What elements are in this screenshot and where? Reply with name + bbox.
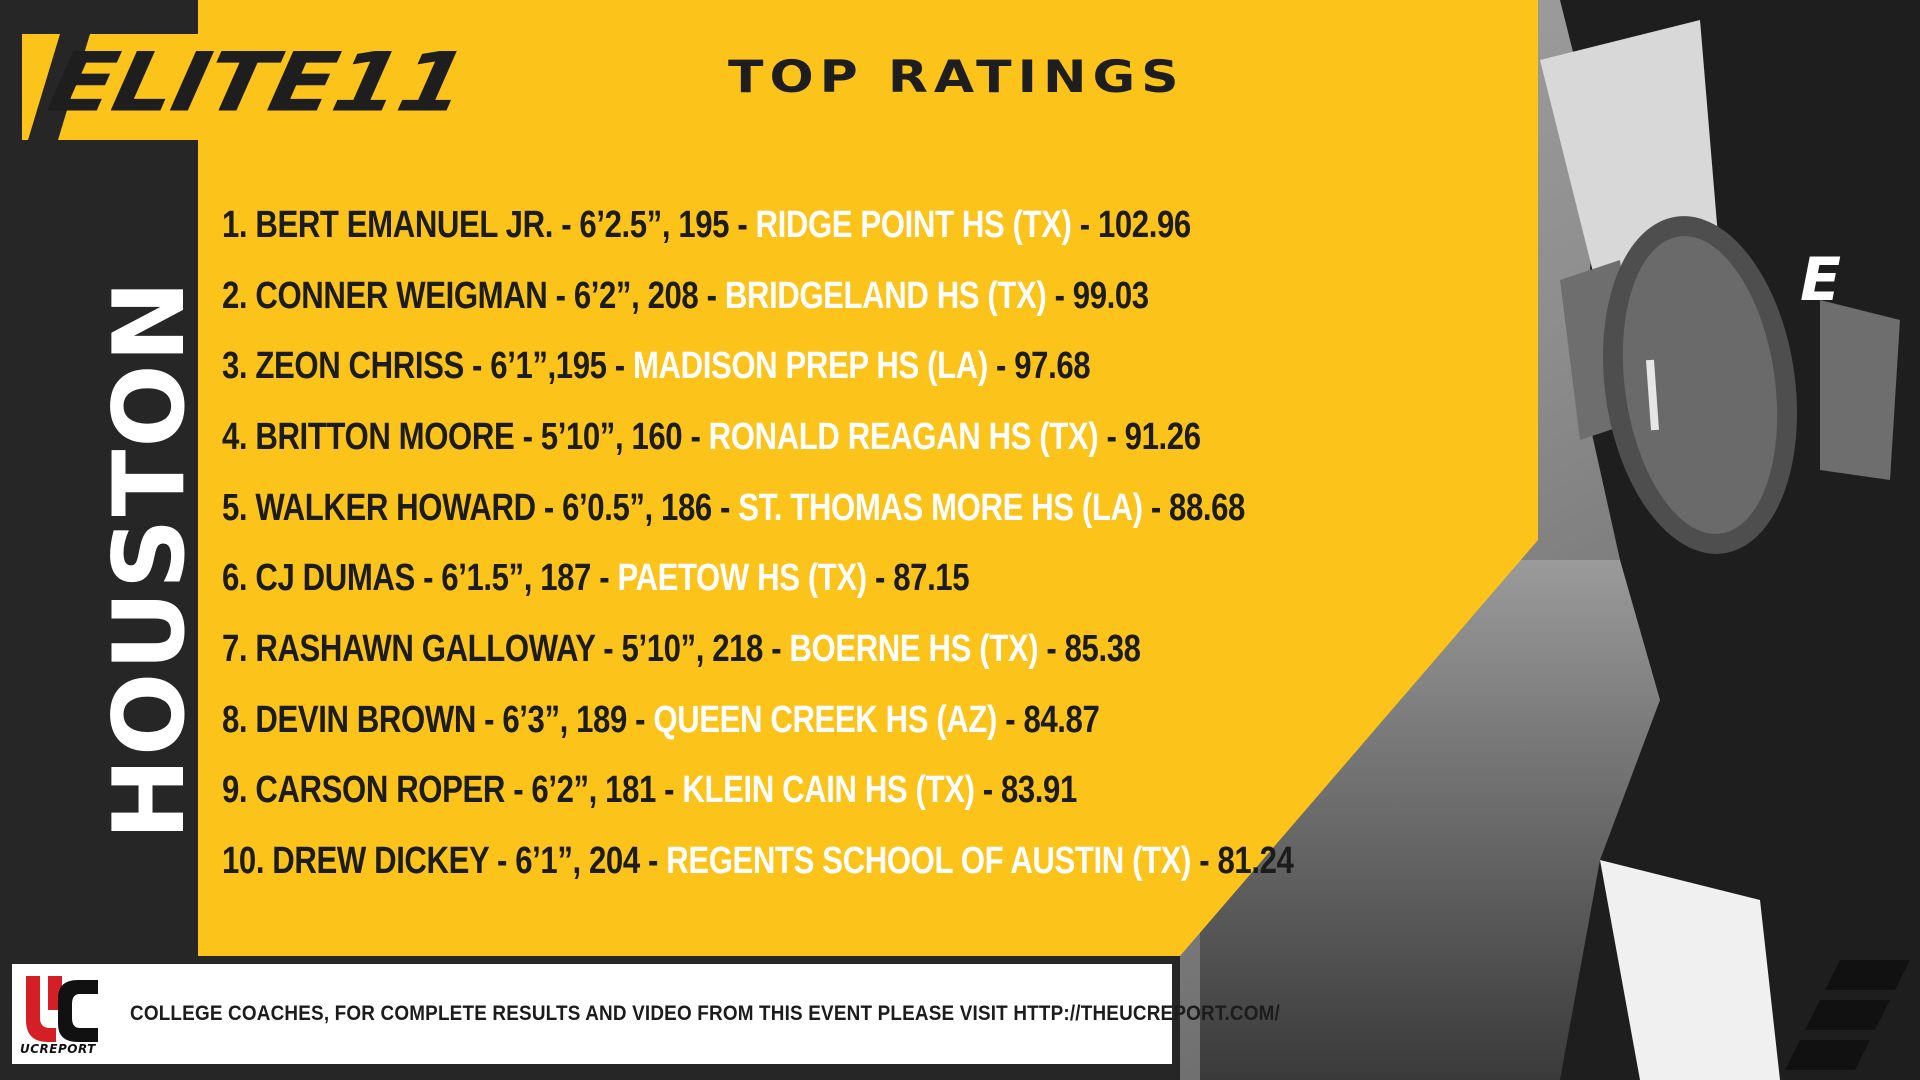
city-label: HOUSTON <box>93 278 207 840</box>
svg-text:E: E <box>1800 245 1841 315</box>
player-school: MADISON PREP HS (LA) <box>632 345 988 388</box>
player-info: ZEON CHRISS - 6’1”,195 - <box>255 345 633 388</box>
player-score: - 85.38 <box>1038 627 1141 670</box>
rating-rank: 7. <box>222 627 248 670</box>
player-school: KLEIN CAIN HS (TX) <box>682 769 975 812</box>
player-info: BERT EMANUEL JR. - 6’2.5”, 195 - <box>255 203 756 246</box>
rating-row: 2. CONNER WEIGMAN - 6’2”, 208 - BRIDGELAN… <box>222 261 1149 332</box>
player-school: QUEEN CREEK HS (AZ) <box>653 698 997 741</box>
rating-row: 1. BERT EMANUEL JR. - 6’2.5”, 195 - RIDGE… <box>222 190 1191 261</box>
footer-message[interactable]: COLLEGE COACHES, FOR COMPLETE RESULTS AN… <box>130 1002 1280 1025</box>
ucreport-logo-icon[interactable] <box>18 970 118 1060</box>
player-score: - 84.87 <box>996 698 1100 741</box>
rating-row: 4. BRITTON MOORE - 5’10”, 160 - RONALD RE… <box>222 402 1201 473</box>
player-score: - 102.96 <box>1071 203 1191 246</box>
player-info: BRITTON MOORE - 5’10”, 160 - <box>255 415 709 458</box>
rating-rank: 6. <box>222 557 248 600</box>
player-score: - 87.15 <box>866 557 970 600</box>
player-school: PAETOW HS (TX) <box>617 557 867 600</box>
player-info: CONNER WEIGMAN - 6’2”, 208 - <box>255 274 725 317</box>
player-school: ST. THOMAS MORE HS (LA) <box>738 486 1143 529</box>
rating-rank: 4. <box>222 415 248 458</box>
footer-banner: UCREPORT COLLEGE COACHES, FOR COMPLETE R… <box>12 964 1280 1064</box>
rating-rank: 1. <box>222 203 248 246</box>
player-info: WALKER HOWARD - 6’0.5”, 186 - <box>255 486 739 529</box>
player-score: - 88.68 <box>1142 486 1246 529</box>
rating-rank: 8. <box>222 698 248 741</box>
player-score: - 83.91 <box>974 769 1078 812</box>
rating-rank: 9. <box>222 769 248 812</box>
player-info: DEVIN BROWN - 6’3”, 189 - <box>255 698 654 741</box>
brand-text: ELITE11 <box>40 34 475 131</box>
player-info: DREW DICKEY - 6’1”, 204 - <box>272 840 667 883</box>
page-title: TOP RATINGS <box>728 52 1185 103</box>
rating-row: 3. ZEON CHRISS - 6’1”,195 - MADISON PREP … <box>222 331 1124 402</box>
player-score: - 81.24 <box>1191 840 1294 883</box>
player-school: RIDGE POINT HS (TX) <box>755 203 1072 246</box>
ratings-list: 1. BERT EMANUEL JR. - 6’2.5”, 195 - RIDGE… <box>222 190 1322 897</box>
rating-rank: 10. <box>222 840 265 883</box>
player-info: CARSON ROPER - 6’2”, 181 - <box>255 769 683 812</box>
player-info: RASHAWN GALLOWAY - 5’10”, 218 - <box>255 627 790 670</box>
rating-row: 5. WALKER HOWARD - 6’0.5”, 186 - ST. THOM… <box>222 473 1245 544</box>
yellow-panel <box>0 0 1538 956</box>
rating-rank: 3. <box>222 345 248 388</box>
player-info: CJ DUMAS - 6’1.5”, 187 - <box>255 557 618 600</box>
rating-row: 6. CJ DUMAS - 6’1.5”, 187 - PAETOW HS (TX… <box>222 543 1124 614</box>
rating-rank: 2. <box>222 274 248 317</box>
player-school: RONALD REAGAN HS (TX) <box>708 415 1099 458</box>
elite11-logo: ELITE11 <box>20 30 700 140</box>
logo-slash <box>28 34 90 140</box>
rating-rank: 5. <box>222 486 248 529</box>
rating-row: 10. DREW DICKEY - 6’1”, 204 - REGENTS SCH… <box>222 826 1294 897</box>
player-score: - 99.03 <box>1046 274 1150 317</box>
player-score: - 91.26 <box>1098 415 1201 458</box>
logo-band <box>22 34 700 140</box>
rating-row: 7. RASHAWN GALLOWAY - 5’10”, 218 - BOERNE… <box>222 614 1141 685</box>
player-score: - 97.68 <box>987 345 1091 388</box>
player-school: BOERNE HS (TX) <box>789 627 1039 670</box>
ucreport-logo-caption: UCREPORT <box>20 1042 96 1056</box>
player-school: BRIDGELAND HS (TX) <box>724 274 1047 317</box>
rating-row: 8. DEVIN BROWN - 6’3”, 189 - QUEEN CREEK … <box>222 685 1124 756</box>
player-school: REGENTS SCHOOL OF AUSTIN (TX) <box>666 840 1192 883</box>
dark-side-bar <box>0 0 198 956</box>
rating-row: 9. CARSON ROPER - 6’2”, 181 - KLEIN CAIN … <box>222 756 1124 827</box>
